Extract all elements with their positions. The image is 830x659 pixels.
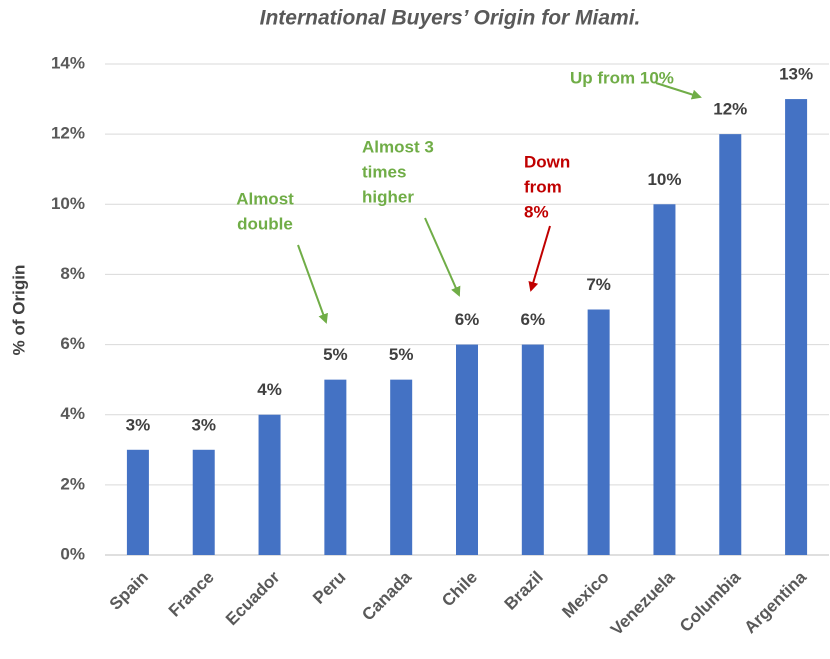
data-label: 4% <box>257 380 282 399</box>
x-tick-label: Ecuador <box>222 567 284 629</box>
x-tick-label: Chile <box>438 568 481 611</box>
data-label: 10% <box>647 170 681 189</box>
annotation-text: from <box>524 177 562 196</box>
bar <box>456 344 478 555</box>
bar <box>324 379 347 555</box>
data-label: 5% <box>389 345 414 364</box>
y-tick-label: 0% <box>60 544 85 563</box>
x-tick-label: France <box>165 568 218 621</box>
annotation-text: 8% <box>524 202 549 221</box>
bar <box>521 344 544 555</box>
annotation-arrow <box>655 82 702 100</box>
y-tick-label: 12% <box>51 124 85 143</box>
annotation-arrow <box>528 225 551 292</box>
data-label: 6% <box>455 310 480 329</box>
x-tick-label: Spain <box>106 568 152 614</box>
annotation-text: higher <box>362 187 414 206</box>
chart-title: International Buyers’ Origin for Miami. <box>260 7 641 30</box>
bar <box>785 99 808 556</box>
data-label: 13% <box>779 65 813 84</box>
x-tick-label: Argentina <box>741 567 811 637</box>
bar <box>719 134 742 555</box>
x-tick-label: Mexico <box>558 568 612 622</box>
bar <box>192 449 215 555</box>
y-tick-label: 4% <box>60 404 85 423</box>
y-axis-label: % of Origin <box>9 265 28 356</box>
data-label: 6% <box>521 310 546 329</box>
bar <box>390 379 413 555</box>
annotation-text: Almost 3 <box>362 137 434 156</box>
x-tick-label: Columbia <box>676 567 745 636</box>
bar <box>126 449 149 555</box>
y-tick-label: 14% <box>51 53 85 72</box>
y-tick-label: 10% <box>51 194 85 213</box>
bar <box>258 414 281 555</box>
annotation-text: Almost <box>236 189 294 208</box>
annotation-arrow <box>297 244 328 324</box>
x-tick-label: Venezuela <box>607 567 679 639</box>
y-tick-label: 6% <box>60 334 85 353</box>
annotation-text: times <box>362 162 406 181</box>
data-label: 7% <box>586 275 611 294</box>
bar <box>587 309 610 555</box>
data-label: 5% <box>323 345 348 364</box>
bar <box>653 204 676 556</box>
data-label: 3% <box>126 415 151 434</box>
x-tick-label: Peru <box>309 568 349 608</box>
y-tick-label: 2% <box>60 474 85 493</box>
x-tick-label: Canada <box>358 567 415 624</box>
data-label: 12% <box>713 100 747 119</box>
annotation-text: Down <box>524 152 570 171</box>
data-label: 3% <box>191 415 216 434</box>
annotation-text: Up from 10% <box>570 68 674 87</box>
x-tick-label: Brazil <box>501 568 547 614</box>
annotation-text: double <box>237 214 293 233</box>
annotation-arrow <box>424 217 461 297</box>
y-tick-label: 8% <box>60 264 85 283</box>
